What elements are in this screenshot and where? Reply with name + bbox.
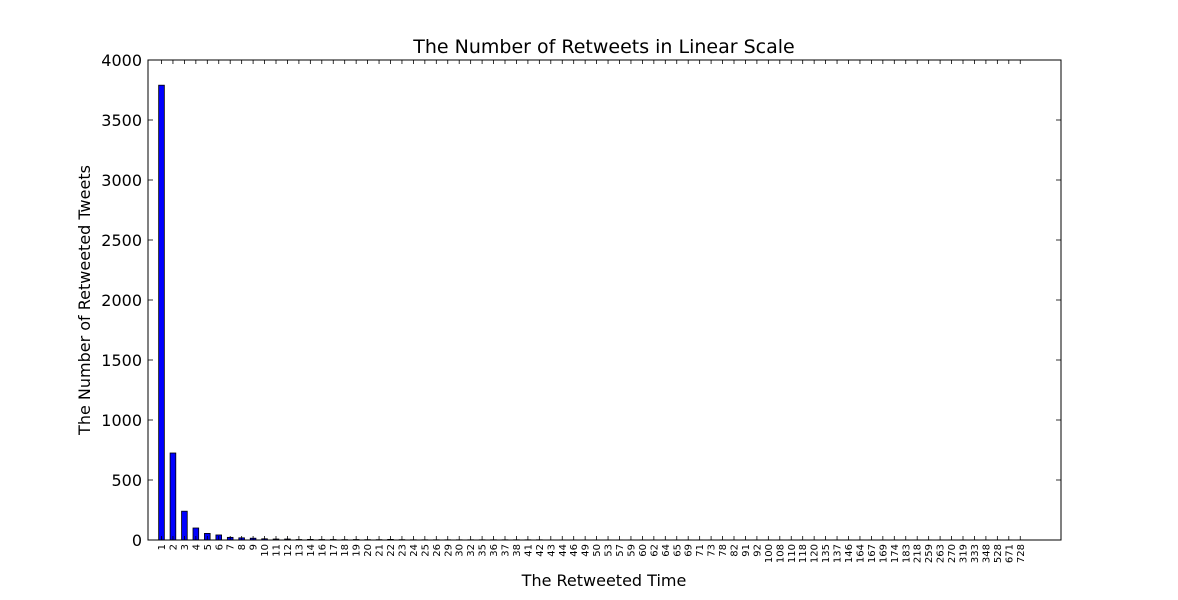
x-tick-label: 71 <box>695 544 706 557</box>
x-tick-label: 3 <box>180 544 191 550</box>
x-tick-label: 60 <box>638 544 649 557</box>
x-tick-label: 23 <box>397 544 408 557</box>
x-tick-label: 29 <box>443 544 454 557</box>
x-tick-label: 12 <box>283 544 294 557</box>
x-tick-label: 46 <box>569 544 580 557</box>
x-tick-label: 164 <box>855 544 866 563</box>
x-tick-label: 50 <box>592 544 603 557</box>
x-tick-label: 2 <box>168 544 179 550</box>
x-tick-label: 8 <box>237 544 248 550</box>
x-tick-label: 270 <box>947 544 958 563</box>
x-tick-label: 73 <box>707 544 718 557</box>
x-tick-label: 53 <box>604 544 615 557</box>
x-tick-label: 36 <box>489 544 500 557</box>
x-tick-label: 218 <box>913 544 924 563</box>
y-tick-label: 3000 <box>101 171 142 190</box>
x-tick-label: 263 <box>936 544 947 563</box>
x-tick-label: 64 <box>661 544 672 557</box>
x-tick-label: 35 <box>478 544 489 557</box>
x-tick-label: 62 <box>649 544 660 557</box>
bar-3 <box>181 510 188 541</box>
x-tick-label: 21 <box>375 544 386 557</box>
bar-2 <box>169 452 177 541</box>
x-tick-label: 169 <box>878 544 889 563</box>
x-tick-label: 13 <box>294 544 305 557</box>
x-tick-label: 4 <box>191 544 202 550</box>
x-tick-label: 348 <box>981 544 992 563</box>
x-tick-label: 57 <box>615 544 626 557</box>
y-tick-label: 500 <box>111 471 142 490</box>
x-tick-label: 26 <box>432 544 443 557</box>
x-tick-label: 167 <box>867 544 878 563</box>
x-tick-label: 44 <box>558 544 569 557</box>
x-tick-label: 110 <box>787 544 798 563</box>
x-tick-label: 728 <box>1016 544 1027 563</box>
x-tick-label: 174 <box>890 544 901 563</box>
x-tick-label: 17 <box>329 544 340 557</box>
y-tick-label: 2000 <box>101 291 142 310</box>
x-tick-label: 108 <box>775 544 786 563</box>
x-tick-label: 146 <box>844 544 855 563</box>
x-tick-label: 42 <box>535 544 546 557</box>
x-tick-label: 37 <box>501 544 512 557</box>
y-axis-ticks: 0 500 1000 1500 2000 2500 3000 3500 4000 <box>101 51 1061 550</box>
x-tick-label: 120 <box>810 544 821 563</box>
x-tick-label: 135 <box>821 544 832 563</box>
x-tick-label: 78 <box>718 544 729 557</box>
x-tick-label: 183 <box>901 544 912 563</box>
x-tick-label: 41 <box>523 544 534 557</box>
x-tick-label: 69 <box>684 544 695 557</box>
y-tick-label: 2500 <box>101 231 142 250</box>
x-tick-label: 6 <box>214 544 225 550</box>
x-tick-label: 333 <box>970 544 981 563</box>
y-tick-label: 1000 <box>101 411 142 430</box>
x-tick-label: 82 <box>730 544 741 557</box>
x-tick-label: 92 <box>752 544 763 557</box>
y-tick-label: 0 <box>132 531 142 550</box>
x-tick-label: 11 <box>272 544 283 557</box>
bar-1 <box>158 84 165 541</box>
x-tick-label: 528 <box>993 544 1004 563</box>
x-axis-ticks: 1 2 3 4 5 6 7 8 9 10 11 12 13 14 16 17 18 19 20 21 22 23 24 25 2… <box>157 60 1027 563</box>
x-tick-label: 14 <box>306 544 317 557</box>
x-tick-label: 24 <box>409 544 420 557</box>
x-tick-label: 43 <box>546 544 557 557</box>
x-tick-label: 9 <box>249 544 260 550</box>
bars-group <box>158 84 1024 541</box>
x-tick-label: 25 <box>420 544 431 557</box>
x-tick-label: 10 <box>260 544 271 557</box>
x-axis-label: The Retweeted Time <box>521 571 687 590</box>
x-tick-label: 16 <box>317 544 328 557</box>
x-tick-label: 49 <box>581 544 592 557</box>
y-tick-label: 4000 <box>101 51 142 70</box>
x-tick-label: 19 <box>352 544 363 557</box>
x-tick-label: 38 <box>512 544 523 557</box>
x-tick-label: 91 <box>741 544 752 557</box>
x-tick-label: 100 <box>764 544 775 563</box>
x-tick-label: 65 <box>672 544 683 557</box>
x-tick-label: 20 <box>363 544 374 557</box>
x-tick-label: 137 <box>833 544 844 563</box>
chart-title: The Number of Retweets in Linear Scale <box>412 36 794 58</box>
x-tick-label: 30 <box>455 544 466 557</box>
x-tick-label: 22 <box>386 544 397 557</box>
y-axis-label: The Number of Retweeted Tweets <box>75 165 94 436</box>
x-tick-label: 671 <box>1004 544 1015 563</box>
x-tick-label: 118 <box>798 544 809 563</box>
x-tick-label: 18 <box>340 544 351 557</box>
x-tick-label: 59 <box>626 544 637 557</box>
y-tick-label: 1500 <box>101 351 142 370</box>
x-tick-label: 5 <box>203 544 214 550</box>
x-tick-label: 32 <box>466 544 477 557</box>
x-tick-label: 7 <box>226 544 237 550</box>
x-tick-label: 319 <box>959 544 970 563</box>
x-tick-label: 259 <box>924 544 935 563</box>
y-tick-label: 3500 <box>101 111 142 130</box>
x-tick-label: 1 <box>157 544 168 550</box>
plot-frame <box>147 59 1062 541</box>
